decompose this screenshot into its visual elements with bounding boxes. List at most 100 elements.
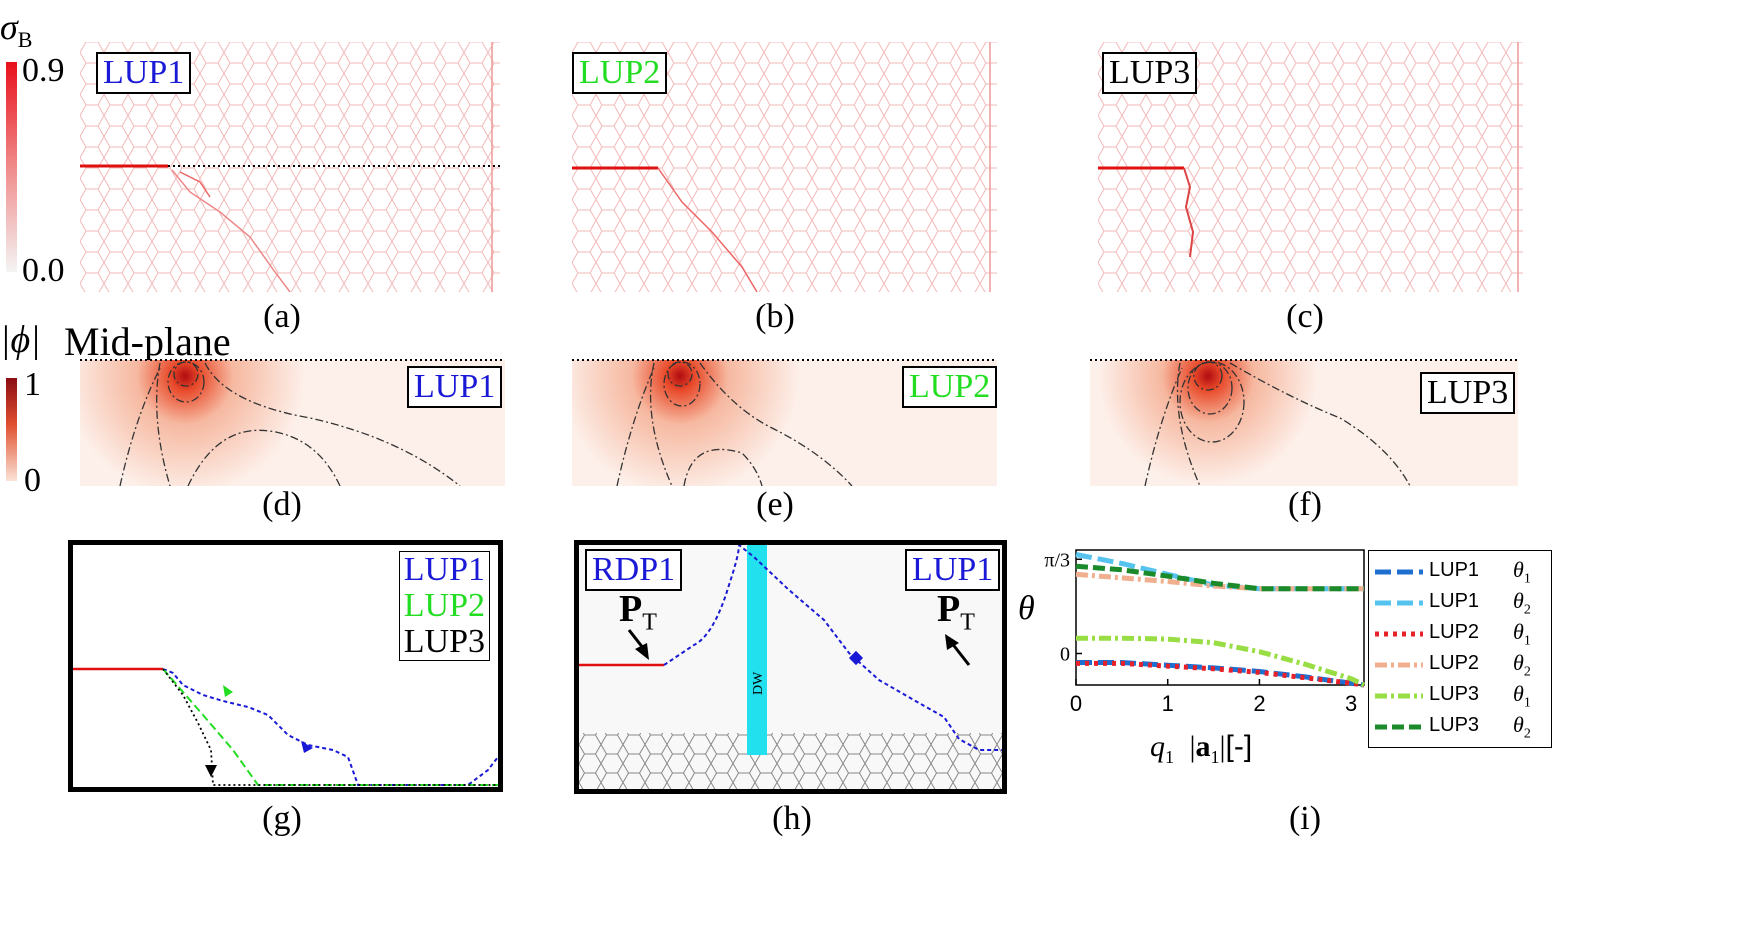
chart-xlabel: q1 |a1|[-] [1150, 730, 1252, 768]
panel-h: DW RDP1 LUP1 PT PT [574, 540, 1007, 794]
mid-plane-label: Mid-plane [64, 319, 231, 364]
legend-entry: LUP3 θ1 [1373, 681, 1551, 711]
sigma-sub: B [17, 27, 33, 53]
legend-theta-index: 1 [1523, 571, 1531, 587]
panel-c-label: LUP3 [1102, 52, 1198, 94]
legend-label: LUP2 [1429, 621, 1480, 643]
legend-theta: θ1 [1513, 619, 1531, 649]
letter-e: (e) [756, 486, 794, 523]
panel-h-rdp-label: RDP1 [585, 549, 683, 591]
pt-right-sub: T [960, 609, 975, 636]
panel-f: LUP3 [1090, 358, 1518, 486]
legend-label: LUP3 [1429, 683, 1480, 705]
legend-theta-index: 1 [1523, 633, 1531, 649]
legend-theta-index: 2 [1523, 602, 1531, 618]
letter-b: (b) [755, 298, 795, 335]
legend-entry: LUP3 θ2 [1373, 712, 1551, 742]
chart-ylabel: θ [1018, 590, 1035, 627]
legend-swatch [1375, 662, 1423, 668]
letter-h: (h) [772, 800, 812, 837]
panel-f-field [1090, 359, 1518, 486]
sigma-colorbar [6, 62, 17, 272]
legend-swatch [1375, 600, 1423, 606]
sigma-max: 0.9 [22, 52, 65, 89]
panel-g: LUP1 LUP2 LUP3 [68, 540, 503, 792]
panel-a: LUP1 [80, 42, 500, 292]
x-tick-label: 3 [1345, 691, 1357, 716]
legend-entry: LUP1 θ1 [1373, 557, 1551, 587]
legend-swatch [1375, 724, 1423, 730]
panel-b-label: LUP2 [572, 52, 668, 94]
x-tick-label: 0 [1070, 691, 1082, 716]
legend-theta: θ2 [1513, 712, 1531, 742]
xlabel-abs-close: | [1219, 730, 1226, 763]
phi-symbol: |ϕ| [0, 319, 41, 361]
letter-d: (d) [262, 486, 302, 523]
legend-swatch [1375, 569, 1423, 575]
panel-g-legend-lup3: LUP3 [403, 623, 485, 660]
letter-g: (g) [262, 800, 302, 837]
panel-i: 0 1 2 3 0 π/3 θ q1 |a1|[-] LUP1 θ1 LUP1 θ2 LUP2 θ1… [1010, 540, 1760, 790]
panel-e-label: LUP2 [902, 366, 998, 408]
x-tick-label: 2 [1253, 691, 1265, 716]
panel-h-lup-label: LUP1 [905, 549, 1001, 591]
legend-theta: θ1 [1513, 557, 1531, 587]
xlabel-q: q [1150, 730, 1165, 763]
xlabel-a: a [1195, 730, 1211, 763]
pt-right-symbol: P [937, 588, 961, 630]
phi-max: 1 [24, 366, 41, 403]
letter-i: (i) [1288, 800, 1322, 837]
panel-g-paths [73, 667, 498, 786]
panel-d: LUP1 [80, 358, 505, 486]
legend-label: LUP3 [1429, 714, 1480, 736]
legend-entry: LUP2 θ2 [1373, 650, 1551, 680]
xlabel-a-sub: 1 [1210, 747, 1220, 767]
theta-chart: 0 1 2 3 0 π/3 [1044, 549, 1366, 716]
x-tick-label: 1 [1162, 691, 1174, 716]
pt-left: PT [619, 587, 657, 637]
phi-colorbar [6, 378, 17, 481]
legend-theta: θ2 [1513, 650, 1531, 680]
panel-g-legend: LUP1 LUP2 LUP3 [398, 551, 490, 661]
sigma-symbol: σB [0, 6, 32, 53]
chart-legend: LUP1 θ1 LUP1 θ2 LUP2 θ1 LUP2 θ2 LUP3 θ1 LUP3 θ2 [1368, 550, 1552, 748]
pt-right: PT [937, 587, 975, 637]
xlabel-abs-open: | [1189, 730, 1196, 763]
pt-left-symbol: P [619, 588, 643, 630]
legend-entry: LUP1 θ2 [1373, 588, 1551, 618]
xlabel-unit: [-] [1225, 730, 1253, 763]
sigma-char: σ [0, 7, 18, 47]
series-line-5 [1075, 563, 1364, 592]
letter-c: (c) [1286, 298, 1324, 335]
series-line-4 [1076, 635, 1366, 688]
panel-f-label: LUP3 [1420, 372, 1516, 414]
panel-a-label: LUP1 [96, 52, 192, 94]
panel-c: LUP3 [1098, 42, 1523, 292]
xlabel-q-sub: 1 [1165, 747, 1174, 767]
legend-entry: LUP2 θ1 [1373, 619, 1551, 649]
legend-label: LUP2 [1429, 652, 1480, 674]
y-tick-label: 0 [1060, 644, 1070, 666]
legend-label: LUP1 [1429, 590, 1480, 612]
pt-left-sub: T [642, 609, 657, 636]
legend-theta-index: 2 [1523, 664, 1531, 680]
legend-swatch [1375, 631, 1423, 637]
y-tick-label: π/3 [1044, 549, 1070, 571]
dw-label: DW [751, 671, 766, 695]
legend-label: LUP1 [1429, 559, 1480, 581]
panel-e-field [572, 359, 997, 486]
legend-theta: θ1 [1513, 681, 1531, 711]
series-line-0 [1076, 660, 1365, 688]
legend-swatch [1375, 693, 1423, 699]
letter-f: (f) [1288, 486, 1322, 523]
legend-theta-index: 2 [1523, 726, 1531, 742]
sigma-tilde: ~ [4, 0, 22, 16]
panel-g-legend-lup2: LUP2 [403, 587, 485, 624]
panel-e: LUP2 [572, 358, 998, 486]
panel-b: LUP2 [572, 42, 997, 292]
phi-min: 0 [24, 462, 41, 499]
sigma-min: 0.0 [22, 252, 65, 289]
panel-h-scene [579, 545, 1002, 789]
letter-a: (a) [263, 298, 301, 335]
legend-theta: θ2 [1513, 588, 1531, 618]
